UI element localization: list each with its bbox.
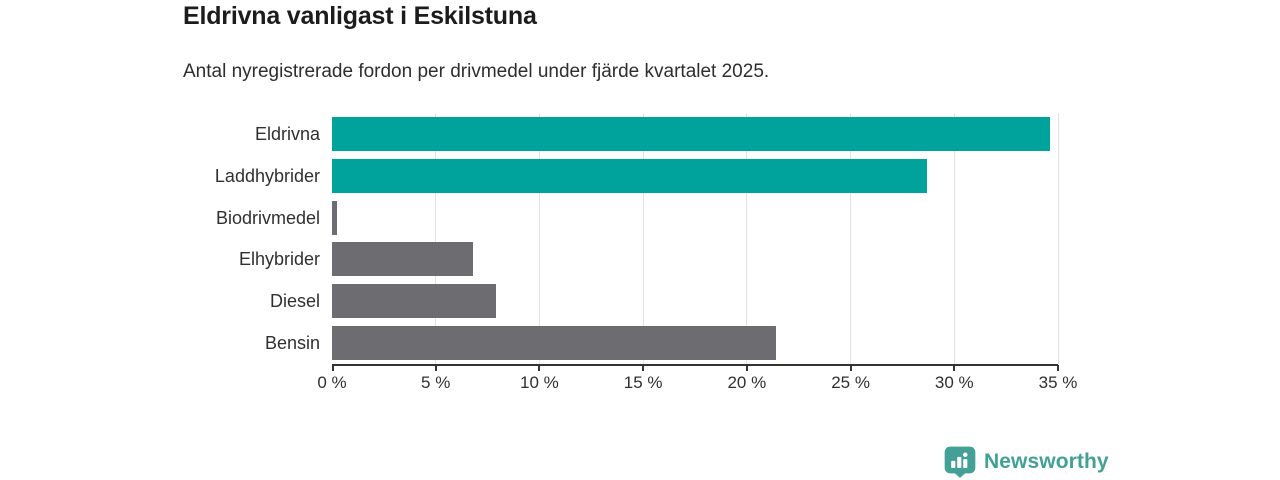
x-axis-tick [434, 365, 437, 371]
x-axis-tick [745, 365, 748, 371]
x-axis-tick [332, 365, 334, 371]
bar-elhybrider [332, 242, 474, 277]
category-label: Bensin [264, 333, 320, 354]
x-axis-tick-label: 25 % [831, 373, 870, 392]
x-axis-tick [1057, 365, 1059, 371]
bar-eldrivna [332, 116, 1050, 151]
bar-bensin [332, 326, 776, 361]
gridline [850, 113, 852, 364]
category-label: Laddhybrider [214, 165, 320, 186]
category-label: Biodrivmedel [215, 207, 320, 228]
bar-diesel [332, 284, 496, 319]
x-axis-tick-label: 10 % [520, 373, 559, 392]
chart-subtitle: Antal nyregistrerade fordon per drivmede… [183, 61, 770, 82]
x-axis-tick [849, 365, 852, 371]
chart-title: Eldrivna vanligast i Eskilstuna [183, 2, 537, 30]
gridline [538, 113, 540, 364]
x-axis-tick-label: 0 % [317, 373, 347, 392]
gridline [953, 113, 955, 364]
x-axis-tick-label: 30 % [934, 373, 974, 392]
x-axis-tick-label: 5 % [421, 373, 451, 392]
newsworthy-chart-pin-icon [944, 446, 976, 478]
brand-name: Newsworthy [984, 450, 1109, 473]
brand-logo: Newsworthy [944, 446, 1109, 478]
gridline [1057, 113, 1059, 364]
x-axis-tick-label: 35 % [1038, 373, 1078, 392]
x-axis-tick-label: 15 % [623, 373, 663, 392]
gridline [746, 113, 748, 364]
gridline [435, 113, 437, 364]
plot-area [332, 113, 1059, 366]
x-axis-tick [953, 365, 956, 371]
x-axis-tick [642, 365, 645, 371]
bar-laddhybrider [332, 158, 928, 193]
category-label: Diesel [269, 291, 320, 312]
bar-biodrivmedel [332, 200, 338, 235]
x-axis-tick-label: 20 % [727, 373, 767, 392]
category-label: Elhybrider [238, 249, 320, 270]
gridline [642, 113, 644, 364]
x-axis-tick [538, 365, 541, 371]
category-label: Eldrivna [254, 123, 320, 144]
